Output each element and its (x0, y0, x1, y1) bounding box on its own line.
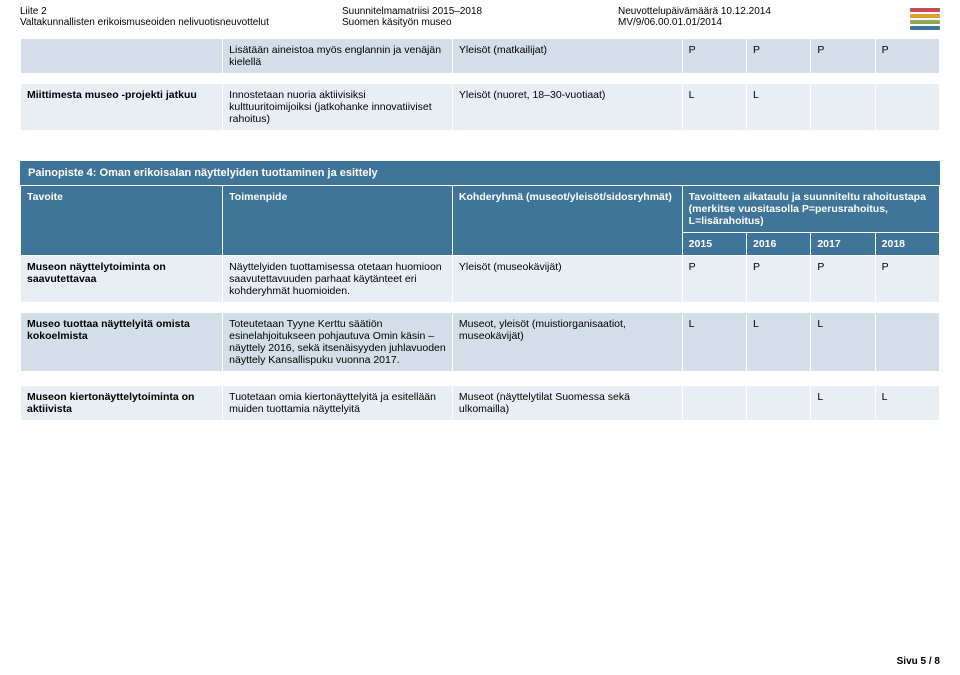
cell: Museot, yleisöt (muistiorganisaatiot, mu… (452, 313, 682, 372)
header-center: Suunnitelmamatriisi 2015–2018 Suomen käs… (342, 6, 618, 30)
cell: Tuotetaan omia kiertonäyttelyitä ja esit… (223, 386, 453, 421)
header-matrix-title: Suunnitelmamatriisi 2015–2018 (342, 6, 618, 17)
table-spacer-row (21, 303, 940, 313)
header-subtitle-left: Valtakunnallisten erikoismuseoiden neliv… (20, 17, 342, 28)
cell: Näyttelyiden tuottamisessa otetaan huomi… (223, 256, 453, 303)
table-row: Museon näyttelytoiminta on saavutettavaa… (21, 256, 940, 303)
cell: Museon näyttelytoiminta on saavutettavaa (21, 256, 223, 303)
cell: Lisätään aineistoa myös englannin ja ven… (223, 39, 453, 74)
table-row: Miittimesta museo -projekti jatkuu Innos… (21, 84, 940, 131)
cell: L (747, 313, 811, 372)
section4-title: Painopiste 4: Oman erikoisalan näyttelyi… (20, 161, 940, 185)
cell: L (811, 313, 875, 372)
cell (811, 84, 875, 131)
cell: P (747, 256, 811, 303)
col-header: Tavoitteen aikataulu ja suunniteltu raho… (682, 186, 939, 233)
cell (875, 313, 939, 372)
cell: P (875, 39, 939, 74)
year-header: 2018 (875, 233, 939, 256)
page-header: Liite 2 Valtakunnallisten erikoismuseoid… (0, 0, 960, 32)
cell: Toteutetaan Tyyne Kerttu säätiön esinela… (223, 313, 453, 372)
cell: L (682, 313, 746, 372)
col-header: Kohderyhmä (museot/yleisöt/sidosryhmät) (452, 186, 682, 256)
cell: Museot (näyttelytilat Suomessa sekä ulko… (452, 386, 682, 421)
cell: Yleisöt (matkailijat) (452, 39, 682, 74)
table-row: Museo tuottaa näyttelyitä omista kokoelm… (21, 313, 940, 372)
year-header: 2016 (747, 233, 811, 256)
page-footer: Sivu 5 / 8 (897, 656, 940, 667)
cell: L (682, 84, 746, 131)
table-spacer-row (21, 372, 940, 386)
cell: P (682, 256, 746, 303)
cell: Miittimesta museo -projekti jatkuu (21, 84, 223, 131)
header-date: Neuvottelupäivämäärä 10.12.2014 (618, 6, 910, 17)
cell (682, 386, 746, 421)
table-row: Museon kiertonäyttelytoiminta on aktiivi… (21, 386, 940, 421)
header-right: Neuvottelupäivämäärä 10.12.2014 MV/9/06.… (618, 6, 940, 30)
table-header-row: Tavoite Toimenpide Kohderyhmä (museot/yl… (21, 186, 940, 233)
header-left: Liite 2 Valtakunnallisten erikoismuseoid… (20, 6, 342, 30)
section4-table: Tavoite Toimenpide Kohderyhmä (museot/yl… (20, 185, 940, 421)
cell: Museon kiertonäyttelytoiminta on aktiivi… (21, 386, 223, 421)
table-row: Lisätään aineistoa myös englannin ja ven… (21, 39, 940, 74)
cell: P (811, 39, 875, 74)
cell: Yleisöt (museokävijät) (452, 256, 682, 303)
year-header: 2017 (811, 233, 875, 256)
cell (747, 386, 811, 421)
cell: Yleisöt (nuoret, 18–30-vuotiaat) (452, 84, 682, 131)
cell: L (875, 386, 939, 421)
cell: P (747, 39, 811, 74)
table-spacer-row (21, 74, 940, 84)
cell (875, 84, 939, 131)
cell (21, 39, 223, 74)
col-header: Toimenpide (223, 186, 453, 256)
header-ref: MV/9/06.00.01.01/2014 (618, 17, 910, 28)
cell: P (811, 256, 875, 303)
col-header: Tavoite (21, 186, 223, 256)
cell: L (811, 386, 875, 421)
cell: Innostetaan nuoria aktiivisiksi kulttuur… (223, 84, 453, 131)
year-header: 2015 (682, 233, 746, 256)
cell: Museo tuottaa näyttelyitä omista kokoelm… (21, 313, 223, 372)
cell: P (875, 256, 939, 303)
header-liite: Liite 2 (20, 6, 342, 17)
logo-icon (910, 8, 940, 30)
cell: P (682, 39, 746, 74)
cell: L (747, 84, 811, 131)
top-table: Lisätään aineistoa myös englannin ja ven… (20, 38, 940, 131)
header-museum-name: Suomen käsityön museo (342, 17, 618, 28)
